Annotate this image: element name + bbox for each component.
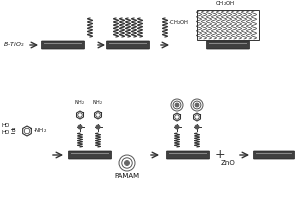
- Bar: [197, 10, 259, 40]
- Text: HO: HO: [2, 123, 10, 128]
- Text: $\cdot$CH$_2$OH: $\cdot$CH$_2$OH: [168, 19, 189, 27]
- Bar: [256, 152, 292, 154]
- Circle shape: [175, 125, 179, 129]
- Bar: [71, 152, 109, 154]
- FancyBboxPatch shape: [68, 151, 112, 159]
- Text: NH$_2$: NH$_2$: [92, 98, 104, 107]
- Bar: [109, 43, 147, 44]
- FancyBboxPatch shape: [167, 151, 209, 159]
- Circle shape: [78, 125, 82, 129]
- Circle shape: [176, 104, 178, 106]
- Bar: [44, 43, 82, 44]
- Text: +: +: [215, 148, 225, 162]
- FancyBboxPatch shape: [106, 41, 149, 49]
- Circle shape: [196, 104, 199, 106]
- FancyBboxPatch shape: [254, 151, 295, 159]
- Bar: [169, 152, 207, 154]
- Text: HO: HO: [2, 130, 10, 135]
- FancyBboxPatch shape: [206, 41, 250, 49]
- FancyBboxPatch shape: [41, 41, 85, 49]
- Text: B: B: [12, 128, 16, 133]
- Circle shape: [96, 125, 100, 129]
- Text: ZnO: ZnO: [220, 160, 236, 166]
- Circle shape: [195, 125, 199, 129]
- Bar: [209, 43, 247, 44]
- Text: PAMAM: PAMAM: [114, 173, 140, 179]
- Text: B-TiO$_2$: B-TiO$_2$: [3, 41, 24, 49]
- Text: CH$_2$OH: CH$_2$OH: [215, 0, 236, 8]
- Circle shape: [125, 162, 128, 164]
- Text: -NH$_2$: -NH$_2$: [33, 127, 47, 135]
- Text: NH$_2$: NH$_2$: [74, 98, 86, 107]
